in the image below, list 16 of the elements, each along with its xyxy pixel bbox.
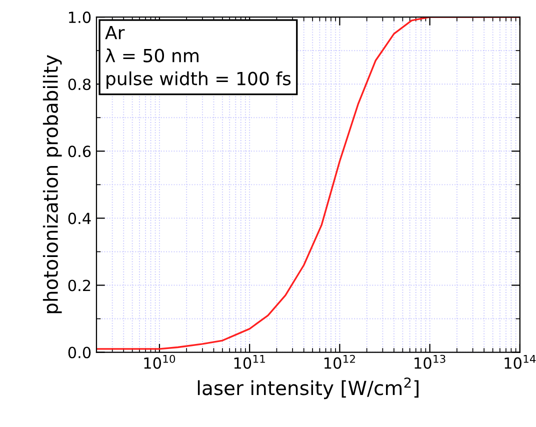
x-tick-label: 10$^{14}$ [504,354,536,369]
x-tick-label: 10$^{12}$ [324,354,355,369]
x-axis-title: laser intensity [W/cm$^{2}$] [198,377,418,400]
x-tick-label: 10$^{13}$ [414,354,446,369]
y-axis-title: photoionization probability [42,55,62,314]
annotation: Ar [105,26,125,40]
x-tick-label: 10$^{10}$ [144,354,176,369]
y-tick-label: 1.0 [69,12,91,24]
y-tick-label: 0.8 [68,78,91,90]
x-tick-label: 10$^{11}$ [234,354,265,369]
annotation: pulse width = 100 fs [106,71,291,89]
y-tick-label: 0.0 [68,346,91,358]
y-tick-label: 0.4 [68,212,91,224]
annotation: λ = 50 nm [105,48,198,62]
y-tick-label: 0.2 [68,280,90,292]
y-tick-label: 0.6 [68,146,91,158]
